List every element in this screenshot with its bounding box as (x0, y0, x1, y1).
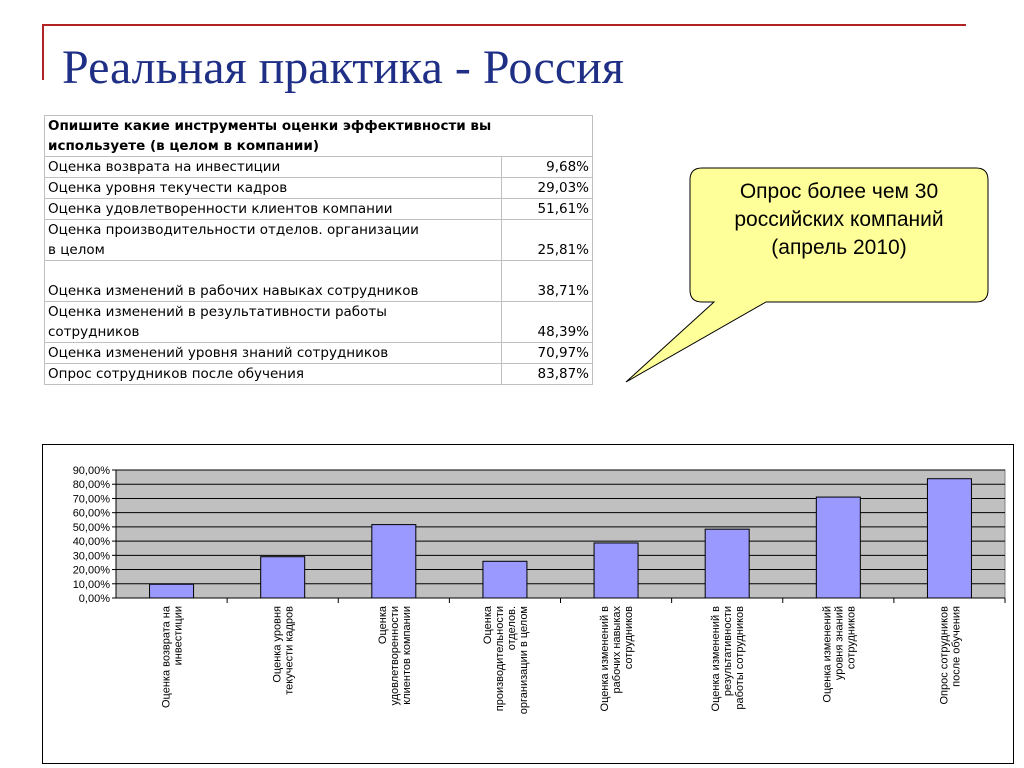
row-label-line: Оценка уровня текучести кадров (48, 180, 288, 196)
survey-table: Опишите какие инструменты оценки эффекти… (44, 115, 593, 385)
bar-chart-svg: 0,00% 10,00% 20,00% 30,00% 40,00% 50,00% 60,00… (73, 465, 1006, 714)
table-header-line: Опишите какие инструменты оценки эффекти… (48, 118, 492, 134)
row-label-line: сотрудников (48, 324, 140, 340)
x-tick-label: Опрос сотрудников после обучения (938, 606, 962, 705)
y-tick-label: 40,00% (73, 536, 111, 548)
row-label-line: Оценка изменений уровня знаний сотрудник… (48, 345, 389, 361)
x-tick-label: Оценка уровня текучести кадров (272, 606, 296, 695)
x-tick-label: Оценка производительности отделов. организа… (482, 605, 530, 714)
y-tick-label: 10,00% (73, 579, 111, 591)
row-label-line: Оценка изменений в результативности рабо… (48, 304, 387, 320)
row-label-line: Оценка производительности отделов. орган… (48, 222, 419, 238)
row-value: 29,03% (501, 177, 593, 199)
x-tick-label: Оценка изменений в результативности работы… (710, 606, 746, 712)
x-tick-label-line: Оценка возврата на (161, 605, 173, 708)
row-label-line: Оценка удовлетворенности клиентов компан… (48, 201, 393, 217)
bar (704, 528, 750, 599)
callout-text: Опрос более чем 30 российских компаний (… (692, 178, 986, 262)
x-tick-label-line: Оценка уровня (272, 606, 284, 683)
y-tick-label: 90,00% (73, 465, 111, 477)
y-tick-label: 20,00% (73, 565, 111, 577)
x-tick-label-line: удовлетворенности (389, 606, 401, 706)
bar (482, 560, 528, 599)
row-value: 70,97% (501, 342, 593, 364)
bar (149, 583, 195, 599)
row-label-line: Оценка возврата на инвестиции (48, 159, 281, 175)
x-tick-label-line: клиентов компании (401, 606, 413, 705)
callout-line-3: (апрель 2010) (771, 236, 907, 259)
x-tick-label-line: результативности (722, 606, 734, 696)
table-row: Оценка изменений в рабочих навыках сотру… (44, 260, 593, 302)
bar (926, 478, 972, 599)
row-label-line: Оценка изменений в рабочих навыках сотру… (48, 283, 419, 299)
x-tick-label-line: организации в целом (518, 606, 530, 714)
row-value: 83,87% (501, 363, 593, 385)
bar-chart: 0,00% 10,00% 20,00% 30,00% 40,00% 50,00% 60,00… (42, 444, 1014, 764)
row-label: Оценка возврата на инвестиции (44, 156, 502, 178)
x-tick-label-line: сотрудников (845, 606, 857, 669)
x-tick-label-line: работы сотрудников (734, 606, 746, 710)
x-tick-label-line: инвестиции (173, 606, 185, 665)
row-label: Оценка уровня текучести кадров (44, 177, 502, 199)
row-label-line (48, 261, 498, 281)
callout-line-2: российских компаний (734, 208, 944, 231)
table-row: Оценка производительности отделов. орган… (44, 219, 593, 261)
plot-area (115, 469, 1006, 599)
y-tick-label: 70,00% (73, 493, 111, 505)
title-rule-top (44, 24, 966, 26)
x-tick-label-line: сотрудников (623, 606, 635, 669)
table-row: Оценка изменений в результативности рабо… (44, 301, 593, 343)
x-tick-label-line: Опрос сотрудников (938, 606, 950, 705)
x-tick-label-line: отделов. (506, 606, 518, 650)
row-value: 25,81% (501, 219, 593, 261)
bar (260, 556, 306, 599)
table-header-row: Опишите какие инструменты оценки эффекти… (44, 115, 593, 157)
row-value: 9,68% (501, 156, 593, 178)
table-row: Оценка возврата на инвестиции 9,68% (44, 156, 593, 178)
x-tick-label: Оценка удовлетворенности клиентов компании (377, 605, 413, 705)
x-tick-label: Оценка изменений уровня знаний сотрудников (821, 606, 857, 703)
x-tick-label-line: Оценка (482, 605, 494, 644)
row-label: Оценка изменений в результативности рабо… (44, 301, 502, 343)
table-header-line: используете (в целом в компании) (48, 138, 320, 154)
bar (371, 524, 417, 599)
x-tick-label: Оценка изменений в рабочих навыках сотрудн… (599, 606, 635, 712)
row-value: 38,71% (501, 260, 593, 302)
row-label: Оценка изменений уровня знаний сотрудник… (44, 342, 502, 364)
callout-line-1: Опрос более чем 30 (739, 180, 939, 203)
bar (593, 542, 639, 599)
row-label-line: Опрос сотрудников после обучения (48, 366, 305, 382)
x-tick-label-line: после обучения (950, 606, 962, 687)
table-header: Опишите какие инструменты оценки эффекти… (44, 115, 593, 157)
table-row: Оценка изменений уровня знаний сотрудник… (44, 342, 593, 364)
x-tick-label-line: производительности (494, 606, 506, 711)
table-row: Оценка удовлетворенности клиентов компан… (44, 198, 593, 220)
title-rule-left (42, 24, 44, 80)
x-tick-label-line: Оценка изменений (821, 606, 833, 703)
y-tick-label: 80,00% (73, 479, 111, 491)
row-label: Опрос сотрудников после обучения (44, 363, 502, 385)
row-value: 48,39% (501, 301, 593, 343)
x-tick-label-line: Оценка (377, 605, 389, 644)
x-tick-label-line: Оценка изменений в (710, 606, 722, 712)
y-tick-label: 60,00% (73, 508, 111, 520)
y-tick-label: 50,00% (73, 522, 111, 534)
page-title: Реальная практика - Россия (62, 41, 624, 94)
table-row: Оценка уровня текучести кадров 29,03% (44, 177, 593, 199)
table-row: Опрос сотрудников после обучения 83,87% (44, 363, 593, 385)
row-label: Оценка производительности отделов. орган… (44, 219, 502, 261)
x-tick-label-line: уровня знаний (833, 606, 845, 680)
x-tick-label-line: текучести кадров (284, 606, 296, 695)
row-label: Оценка удовлетворенности клиентов компан… (44, 198, 502, 220)
x-tick-label: Оценка возврата на инвестиции (161, 605, 185, 708)
row-label: Оценка изменений в рабочих навыках сотру… (44, 260, 502, 302)
row-label-line: в целом (48, 242, 105, 258)
y-tick-label: 0,00% (79, 593, 110, 605)
row-value: 51,61% (501, 198, 593, 220)
y-tick-label: 30,00% (73, 550, 111, 562)
x-tick-label-line: рабочих навыках (611, 606, 623, 694)
bar (815, 496, 861, 599)
x-tick-label-line: Оценка изменений в (599, 606, 611, 712)
